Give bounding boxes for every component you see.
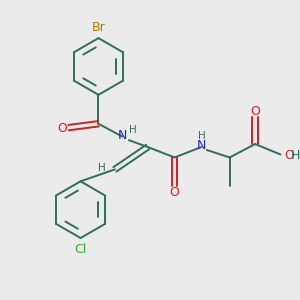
Text: H: H [291, 149, 300, 162]
Text: N: N [197, 139, 206, 152]
Text: Cl: Cl [74, 243, 87, 256]
Text: N: N [118, 129, 127, 142]
Text: O: O [250, 105, 260, 118]
Text: H: H [197, 131, 205, 141]
Text: H: H [129, 125, 137, 135]
Text: O: O [58, 122, 68, 135]
Text: O: O [169, 186, 179, 199]
Text: O: O [284, 149, 294, 162]
Text: H: H [98, 163, 106, 173]
Text: Br: Br [92, 21, 105, 34]
